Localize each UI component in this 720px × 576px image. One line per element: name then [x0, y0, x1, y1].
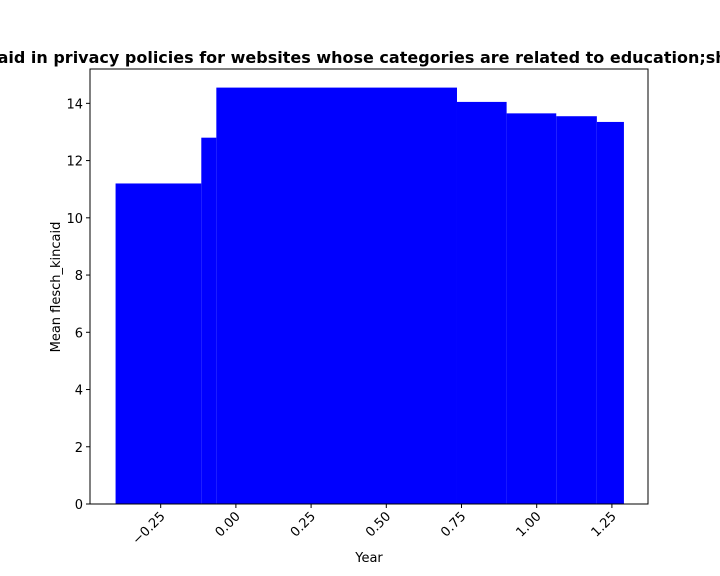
- x-tick-label: 1.25: [589, 509, 620, 540]
- y-axis: 0 2 4 6 8 10 12 14: [66, 97, 90, 513]
- y-tick-label: 10: [66, 212, 83, 227]
- y-tick-label: 2: [75, 441, 83, 456]
- bar-5: [556, 116, 597, 504]
- x-tick-label: −0.25: [130, 509, 169, 548]
- y-tick-label: 12: [66, 155, 83, 170]
- y-tick-label: 6: [75, 326, 83, 341]
- x-tick-label: 0.75: [438, 509, 469, 540]
- bar-1: [201, 137, 217, 504]
- bars-group: [115, 87, 624, 505]
- bar-4: [506, 113, 557, 505]
- bar-2: [216, 87, 457, 504]
- bar-0: [115, 183, 202, 504]
- bar-6: [596, 121, 624, 504]
- x-axis-label: Year: [354, 551, 383, 566]
- y-tick-label: 0: [75, 498, 83, 513]
- y-axis-label: Mean flesch_kincaid: [49, 222, 64, 353]
- x-tick-label: 1.00: [513, 509, 544, 540]
- y-tick-label: 8: [75, 269, 83, 284]
- x-tick-label: 0.00: [213, 509, 244, 540]
- x-tick-label: 0.50: [363, 509, 394, 540]
- plot-frame: [89, 68, 649, 505]
- x-tick-label: 0.25: [288, 509, 319, 540]
- bar-3: [456, 101, 507, 504]
- x-axis: −0.25 0.00 0.25 0.50 0.75 1.00 1.25: [130, 504, 620, 548]
- y-tick-label: 4: [75, 384, 83, 399]
- y-tick-label: 14: [66, 97, 83, 112]
- chart-title: Mean flesch_kincaid in privacy policies …: [0, 48, 720, 67]
